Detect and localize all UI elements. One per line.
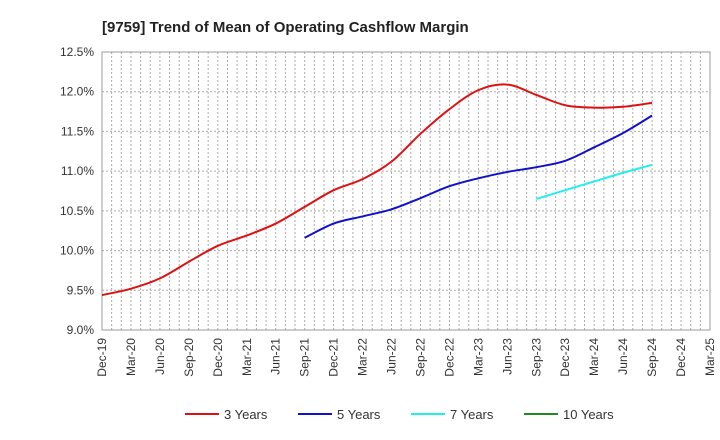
legend-label-10-years: 10 Years: [563, 407, 614, 422]
y-tick-label: 9.5%: [67, 283, 95, 297]
x-tick-label: Sep-21: [298, 338, 312, 377]
y-tick-label: 11.0%: [61, 164, 94, 178]
x-tick-label: Jun-24: [616, 338, 630, 375]
legend-label-3-years: 3 Years: [224, 407, 268, 422]
x-tick-label: Jun-20: [153, 338, 167, 375]
plot-area-border: [101, 51, 711, 331]
y-tick-label: 11.5%: [61, 124, 94, 138]
chart-title: [9759] Trend of Mean of Operating Cashfl…: [102, 19, 469, 36]
grid: [101, 51, 711, 331]
x-tick-label: Mar-20: [124, 338, 138, 376]
x-tick-label: Mar-22: [356, 338, 370, 376]
series-line-7-years: [535, 163, 653, 200]
y-tick-label: 9.0%: [67, 323, 95, 337]
y-axis: 9.0% 9.5% 10.0% 10.5% 11.0% 11.5% 12.0% 12.5%: [60, 45, 94, 337]
x-tick-label: Dec-23: [558, 338, 572, 377]
x-tick-label: Jun-22: [385, 338, 399, 375]
x-tick-label: Mar-21: [240, 338, 254, 376]
x-tick-label: Dec-20: [211, 338, 225, 377]
legend-label-5-years: 5 Years: [337, 407, 381, 422]
y-tick-label: 12.0%: [60, 85, 94, 99]
x-tick-label: Sep-23: [529, 338, 543, 377]
y-tick-label: 10.0%: [60, 244, 94, 258]
x-tick-label: Dec-19: [95, 338, 109, 377]
x-tick-label: Sep-22: [413, 338, 427, 377]
series-line-5-years: [304, 114, 653, 239]
series-line-3-years: [101, 83, 653, 297]
y-tick-label: 10.5%: [60, 204, 94, 218]
x-tick-label: Jun-23: [500, 338, 514, 375]
x-tick-label: Mar-25: [703, 338, 717, 376]
x-tick-label: Sep-24: [645, 338, 659, 377]
series-lines: [101, 83, 653, 297]
x-tick-label: Jun-21: [269, 338, 283, 375]
x-tick-label: Mar-24: [587, 338, 601, 376]
legend-label-7-years: 7 Years: [450, 407, 494, 422]
legend: 3 Years 5 Years 7 Years 10 Years: [185, 407, 614, 422]
x-tick-label: Dec-24: [674, 338, 688, 377]
x-axis: Dec-19 Mar-20 Jun-20 Sep-20 Dec-20 Mar-21 Jun-…: [95, 338, 717, 377]
y-tick-label: 12.5%: [60, 45, 94, 59]
x-tick-label: Sep-20: [182, 338, 196, 377]
x-tick-label: Dec-21: [327, 338, 341, 377]
x-tick-label: Dec-22: [442, 338, 456, 377]
x-tick-label: Mar-23: [471, 338, 485, 376]
